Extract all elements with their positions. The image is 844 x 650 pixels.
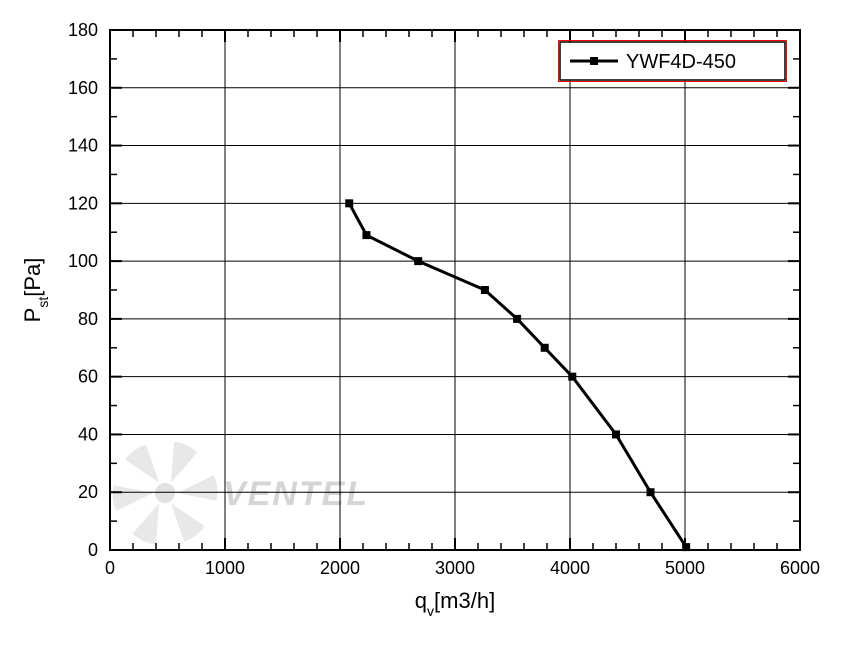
- series-marker: [345, 199, 353, 207]
- series-marker: [568, 373, 576, 381]
- y-tick-label: 40: [78, 424, 98, 444]
- series-marker: [414, 257, 422, 265]
- x-tick-label: 3000: [435, 558, 475, 578]
- series-marker: [362, 231, 370, 239]
- chart-container: VENTEL 0 1000 2000 3000 4000 5000 6000 0 20 40 60 80…: [0, 0, 844, 650]
- y-tick-label: 100: [68, 251, 98, 271]
- x-tick-label: 6000: [780, 558, 820, 578]
- series-marker: [647, 488, 655, 496]
- y-tick-label: 0: [88, 540, 98, 560]
- x-tick-label: 0: [105, 558, 115, 578]
- series-marker: [682, 543, 690, 551]
- x-tick-label: 4000: [550, 558, 590, 578]
- y-tick-label: 80: [78, 309, 98, 329]
- watermark-text: VENTEL: [223, 475, 369, 513]
- y-tick-label: 160: [68, 78, 98, 98]
- y-tick-label: 180: [68, 20, 98, 40]
- x-tick-label: 2000: [320, 558, 360, 578]
- series-marker: [513, 315, 521, 323]
- x-tick-label: 5000: [665, 558, 705, 578]
- series-marker: [481, 286, 489, 294]
- x-tick-label: 1000: [205, 558, 245, 578]
- legend-sample-marker: [590, 57, 598, 65]
- series-marker: [612, 430, 620, 438]
- y-tick-label: 140: [68, 136, 98, 156]
- legend-series-label: YWF4D-450: [626, 51, 736, 73]
- series-marker: [541, 344, 549, 352]
- y-tick-label: 120: [68, 193, 98, 213]
- y-tick-label: 60: [78, 367, 98, 387]
- y-tick-label: 20: [78, 482, 98, 502]
- performance-chart: VENTEL 0 1000 2000 3000 4000 5000 6000 0 20 40 60 80…: [0, 0, 844, 650]
